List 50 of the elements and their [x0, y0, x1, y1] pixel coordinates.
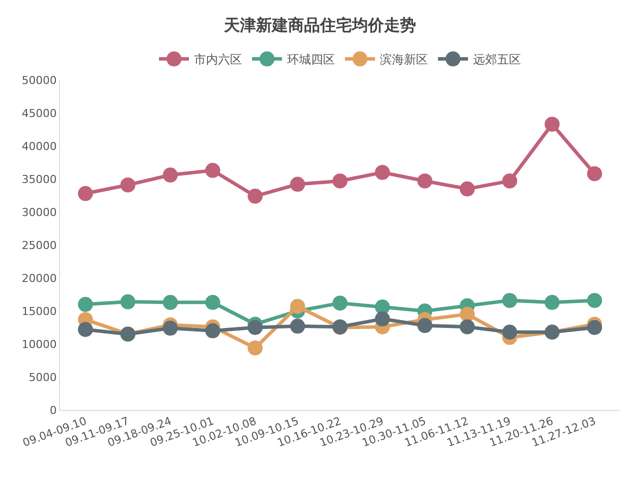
point [460, 306, 475, 322]
point [290, 176, 306, 192]
chart-title: 天津新建商品住宅均价走势 [223, 15, 416, 34]
point [78, 322, 93, 337]
point [417, 318, 432, 334]
point [587, 292, 602, 308]
point [248, 320, 263, 335]
y-tick-label: 40000 [22, 140, 57, 153]
point [290, 318, 306, 334]
point [205, 294, 220, 310]
y-tick-label: 30000 [22, 206, 57, 219]
point [120, 177, 136, 192]
point [78, 296, 93, 312]
point [502, 324, 518, 340]
point [587, 320, 602, 335]
point [544, 294, 560, 310]
point [544, 116, 560, 132]
y-tick-label: 50000 [22, 74, 57, 87]
y-tick-label: 25000 [22, 238, 57, 252]
y-tick-label: 45000 [22, 106, 57, 120]
legend-label: 市内六区 [194, 52, 242, 67]
y-tick-label: 10000 [22, 338, 57, 351]
legend-label: 远郊五区 [473, 52, 521, 67]
legend-label: 环城四区 [287, 52, 335, 67]
point [502, 173, 518, 188]
point [374, 164, 390, 180]
point [205, 323, 220, 338]
point [587, 166, 602, 182]
point [460, 181, 475, 196]
point [120, 294, 136, 310]
y-tick-label: 35000 [22, 172, 57, 186]
legend-label: 滨海新区 [380, 52, 428, 67]
point [162, 294, 178, 310]
point [205, 162, 220, 178]
point [78, 186, 93, 202]
y-tick-label: 5000 [28, 370, 57, 384]
point [332, 296, 348, 311]
point [162, 168, 178, 183]
point [332, 173, 348, 188]
point [248, 340, 263, 356]
point [502, 292, 518, 308]
y-tick-label: 0 [50, 404, 57, 417]
point [162, 320, 178, 336]
y-tick-label: 20000 [22, 272, 57, 285]
point [290, 298, 306, 314]
point [248, 188, 263, 204]
point [374, 311, 390, 326]
point [417, 173, 432, 188]
y-tick-label: 15000 [22, 304, 57, 318]
point [460, 319, 475, 334]
